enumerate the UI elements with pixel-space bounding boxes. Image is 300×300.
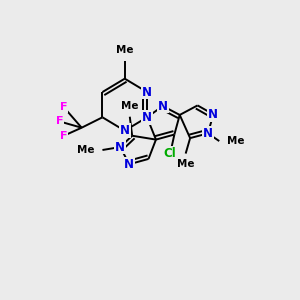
Text: Me: Me xyxy=(76,145,94,155)
Text: Me: Me xyxy=(177,159,194,169)
Text: F: F xyxy=(60,102,68,112)
Text: N: N xyxy=(203,127,213,140)
Text: N: N xyxy=(142,85,152,98)
Text: Me: Me xyxy=(227,136,244,146)
Text: F: F xyxy=(60,131,68,141)
Text: F: F xyxy=(56,116,63,127)
Text: N: N xyxy=(115,140,125,154)
Text: N: N xyxy=(158,100,168,112)
Text: Cl: Cl xyxy=(164,147,177,160)
Text: N: N xyxy=(124,158,134,171)
Text: N: N xyxy=(120,124,130,137)
Text: Me: Me xyxy=(121,101,139,111)
Text: N: N xyxy=(142,111,152,124)
Text: Me: Me xyxy=(116,46,134,56)
Text: N: N xyxy=(208,108,218,121)
